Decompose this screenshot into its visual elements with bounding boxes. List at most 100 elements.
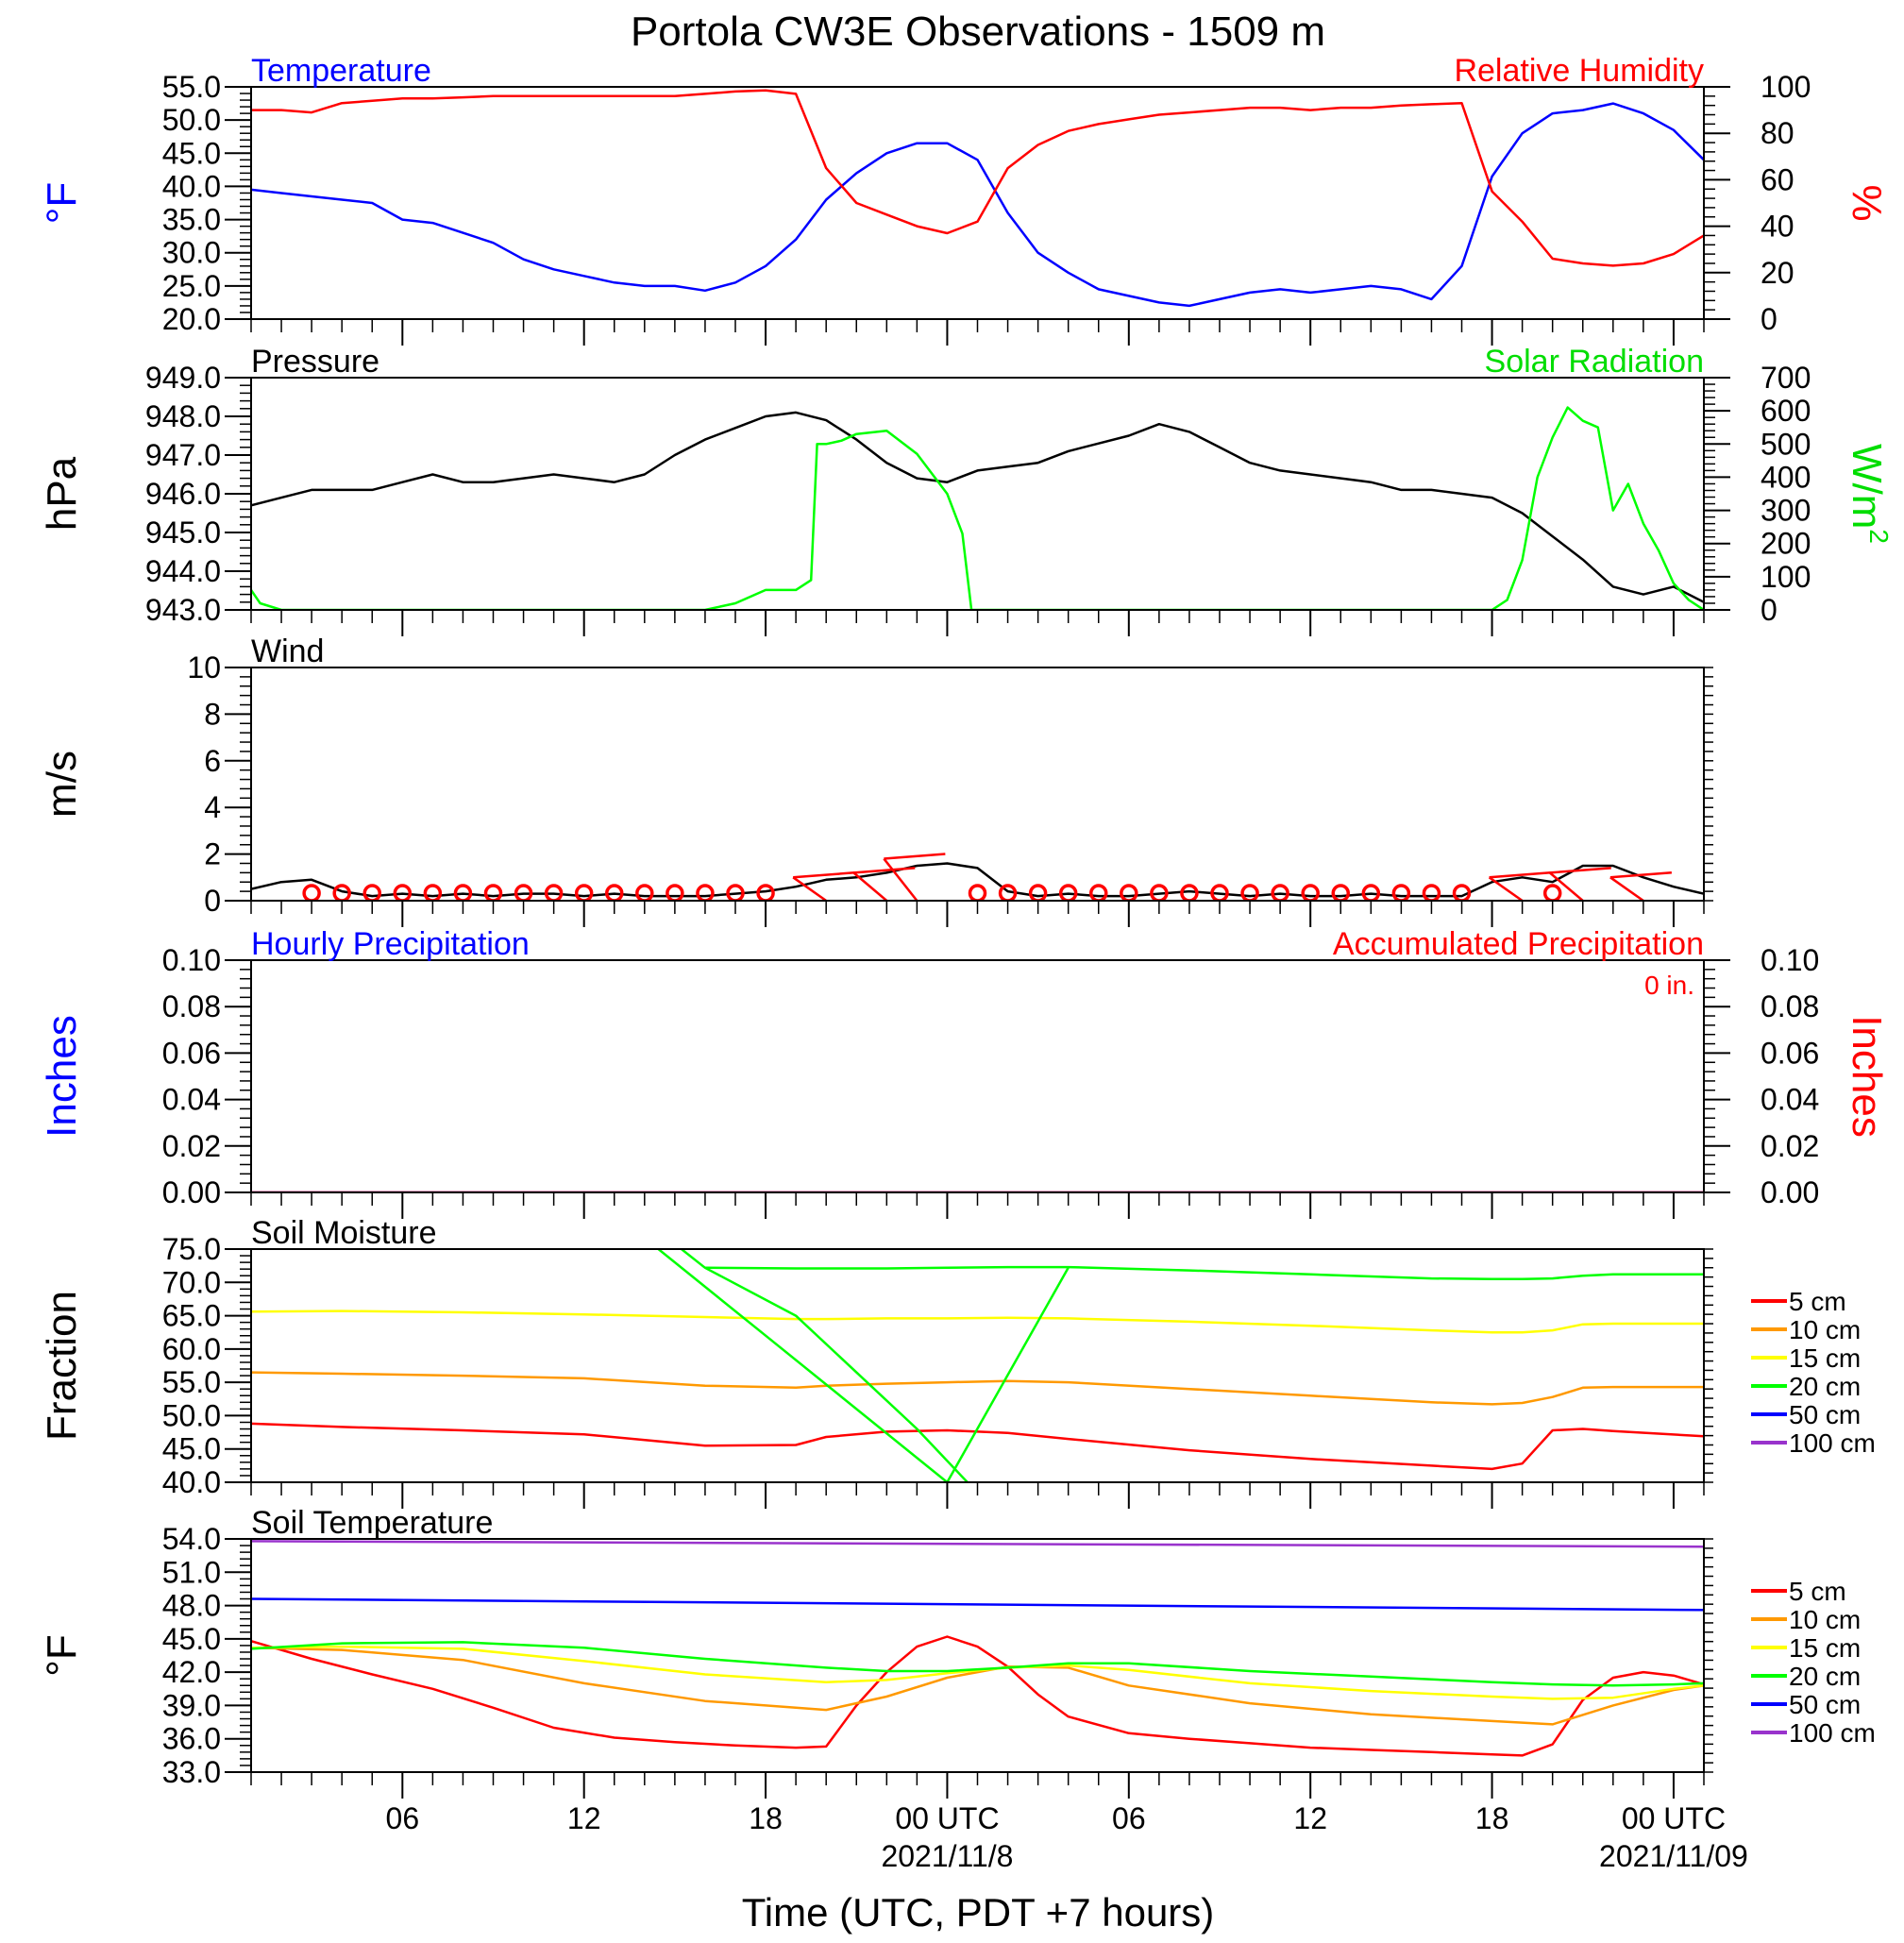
legend-label: 20 cm [1789,1372,1861,1401]
series-group [251,853,1704,901]
y-tick-label-right: 0 [1761,302,1778,336]
panel-frame [250,377,1705,611]
y-tick-label-left: 944.0 [145,554,221,588]
wind-barb-calm [1240,884,1259,901]
y-axis-label-left: °F [39,182,85,224]
y-tick-label-left: 70.0 [162,1265,221,1299]
wind-barb [883,857,918,901]
wind-barb-calm [302,884,321,901]
y-tick-label-left: 45.0 [162,1622,221,1656]
wind-barb [792,876,827,901]
y-tick-label-left: 946.0 [145,477,221,511]
wind-barb-calm [1150,884,1169,901]
y-tick-label-left: 6 [204,744,221,778]
wind-barb [852,871,888,901]
series-line-pressure_solar-1 [251,406,1704,610]
wind-barb-calm [1361,884,1381,901]
panel-title-right: Accumulated Precipitation [1333,926,1704,962]
series-line-soil_temperature-3 [251,1641,1704,1687]
series-group [251,89,1704,308]
wind-barb-calm [605,884,624,901]
series-line-soil_moisture-2 [251,1309,1704,1334]
series-line-soil_temperature-4 [251,1597,1704,1612]
x-tick-date: 2021/11/8 [881,1839,1013,1873]
y-tick-label-right: 0.02 [1761,1129,1819,1163]
panel-soil_temperature: 54.051.048.045.042.039.036.033.0 Soil Tem… [39,1505,1876,1873]
x-axis-label: Time (UTC, PDT +7 hours) [742,1890,1215,1935]
legend-label: 50 cm [1789,1400,1861,1429]
y-tick-label-left: 54.0 [162,1522,221,1556]
y-axis-label-left: Inches [39,1015,85,1138]
y-axis-label-right: % [1844,184,1890,221]
wind-barb-calm [1028,884,1048,901]
y-tick-label-left: 10 [187,650,221,684]
x-tick-label: 18 [749,1801,783,1835]
y-tick-label-left: 947.0 [145,438,221,472]
y-tick-label-left: 0.08 [162,989,221,1023]
y-tick-label-left: 65.0 [162,1299,221,1333]
panel-title-left: Temperature [251,53,431,89]
panel-precip: 0.10 0.08 0.06 0.04 0.02 0.00 0.10 0.08 0.06 0.04… [39,926,1890,1219]
wind-barb-calm [574,884,594,901]
y-tick-label-right: 40 [1761,210,1794,244]
y-tick-label-left: 8 [204,697,221,731]
wind-barb-calm [1089,884,1108,901]
wind-barb-calm [1180,884,1199,901]
wind-barb-calm [1301,884,1320,901]
y-tick-label-right: 60 [1761,162,1794,196]
wind-barb-flag [1549,867,1611,874]
y-tick-label-right: 0.04 [1761,1083,1819,1117]
panel-frame [250,1538,1705,1773]
y-tick-label-left: 0.00 [162,1175,221,1209]
panels-layer: 55.050.045.040.035.030.025.020.010080604… [39,53,1894,1873]
panel-title-left: Soil Temperature [251,1505,493,1541]
series-line-temp_rh-0 [251,102,1704,308]
x-tick-label: 06 [386,1801,420,1835]
y-tick-label-left: 25.0 [162,269,221,303]
y-tick-label-left: 943.0 [145,593,221,627]
wind-barb-calm [544,884,564,901]
wind-barb-calm [514,884,533,901]
wind-barb-calm [726,884,745,901]
panel-frame [250,959,1705,1193]
panel-temp_rh: 55.050.045.040.035.030.025.020.0 100 80 60 4… [39,53,1890,346]
y-tick-label-left: 0.06 [162,1036,221,1070]
wind-barb-calm [1058,884,1078,901]
y-tick-label-left: 75.0 [162,1232,221,1266]
wind-barb-calm [1391,884,1411,901]
y-tick-label-left: 42.0 [162,1655,221,1689]
x-tick-label: 18 [1475,1801,1509,1835]
y-tick-label-right: 0.00 [1761,1175,1819,1209]
panel-wind: 10 8 6 4 2 0 Wind m/s [39,634,1713,927]
y-tick-label-right: 0.08 [1761,989,1819,1023]
panel-title-left: Pressure [251,344,379,380]
wind-barb-calm [998,884,1018,901]
y-tick-label-right: 600 [1761,394,1811,428]
panel-title-right: Solar Radiation [1485,344,1704,380]
wind-barb-calm [1331,884,1350,901]
y-tick-label-left: 45.0 [162,1432,221,1466]
x-tick-date: 2021/11/09 [1599,1839,1748,1873]
wind-barb-flag [793,871,855,879]
y-tick-label-left: 33.0 [162,1755,221,1789]
y-tick-label-left: 30.0 [162,236,221,270]
series-line-soil_temperature-5 [251,1540,1704,1548]
y-tick-label-left: 4 [204,790,221,824]
y-axis-label-left: m/s [39,751,85,818]
panel-soil_moisture: 75.070.065.060.055.050.045.040.0 Soil Moi… [39,1215,1876,1509]
y-tick-label-right: 400 [1761,460,1811,494]
panel-frame [250,86,1705,320]
legend-label: 100 cm [1789,1718,1876,1748]
y-tick-label-left: 55.0 [162,70,221,104]
wind-barb-calm [635,884,654,901]
y-tick-label-left: 36.0 [162,1722,221,1756]
legend-label: 15 cm [1789,1343,1861,1373]
y-tick-label-left: 48.0 [162,1589,221,1623]
series-line-pressure_solar-0 [251,411,1704,603]
panel-title-left: Soil Moisture [251,1215,437,1251]
wind-barb-calm [1422,884,1441,901]
y-axis-label-left: hPa [39,456,85,531]
wind-barb-calm [1542,884,1562,901]
legend-label: 20 cm [1789,1662,1861,1691]
